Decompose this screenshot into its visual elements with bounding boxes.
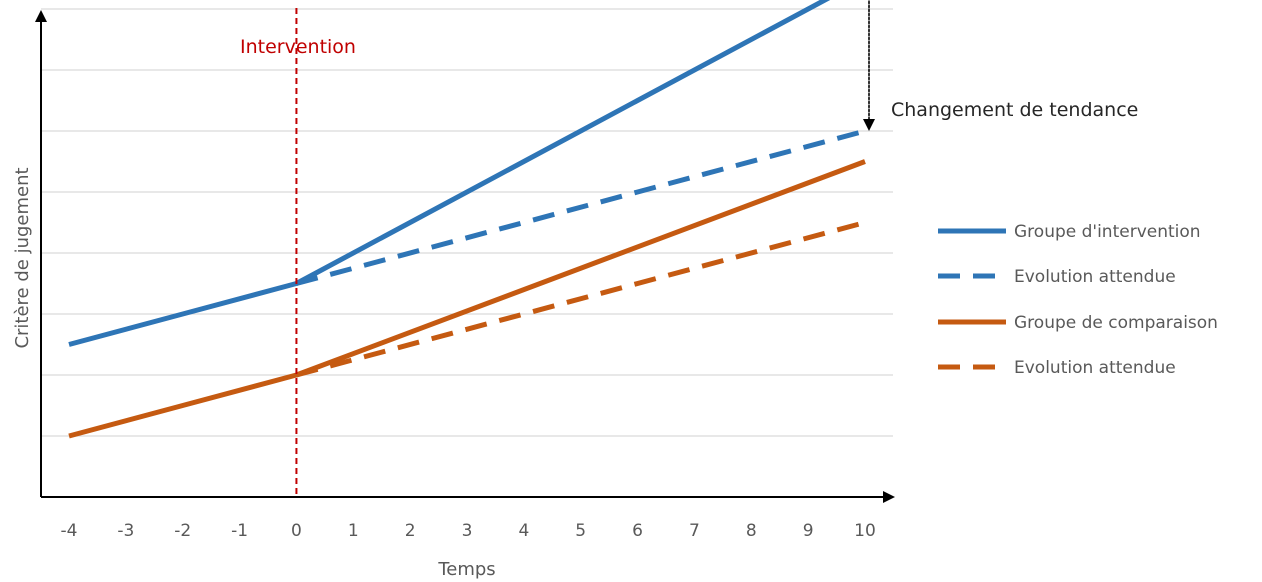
legend-label-1: Groupe d'intervention <box>1014 222 1201 242</box>
legend-label-4: Evolution attendue <box>1014 358 1176 378</box>
gridlines <box>41 8 893 437</box>
axes <box>35 10 895 503</box>
trend-change-label: Changement de tendance <box>891 99 1138 121</box>
legend-label-3: Groupe de comparaison <box>1014 313 1218 333</box>
annotations: Intervention Changement de tendance <box>240 0 1138 497</box>
x-tick-label: 2 <box>405 521 416 541</box>
intervention-label: Intervention <box>240 36 356 58</box>
x-tick-label: 0 <box>291 521 302 541</box>
x-tick-label: 1 <box>348 521 359 541</box>
x-axis-title: Temps <box>437 559 495 580</box>
x-tick-label: 5 <box>575 521 586 541</box>
x-tick-label: 7 <box>689 521 700 541</box>
series-line-4 <box>295 220 866 378</box>
series-line-3 <box>68 159 866 439</box>
x-tick-label: 9 <box>803 521 814 541</box>
x-tick-label: 3 <box>462 521 473 541</box>
x-tick-label: -4 <box>61 521 78 541</box>
series-lines <box>68 0 866 439</box>
x-tick-label: -3 <box>117 521 134 541</box>
x-tick-label: -2 <box>174 521 191 541</box>
y-axis-title: Critère de jugement <box>12 167 33 348</box>
x-tick-label: 10 <box>854 521 876 541</box>
series-line-1 <box>68 0 831 347</box>
x-tick-labels: -4 -3 -2 -1 0 1 2 3 4 5 6 7 8 9 10 <box>61 521 876 541</box>
x-tick-label: 6 <box>632 521 643 541</box>
x-tick-label: 8 <box>746 521 757 541</box>
legend: Groupe d'intervention Evolution attendue G… <box>938 222 1218 378</box>
x-tick-label: 4 <box>518 521 529 541</box>
x-tick-label: -1 <box>231 521 248 541</box>
legend-label-2: Evolution attendue <box>1014 267 1176 287</box>
series-line-2 <box>295 128 866 286</box>
